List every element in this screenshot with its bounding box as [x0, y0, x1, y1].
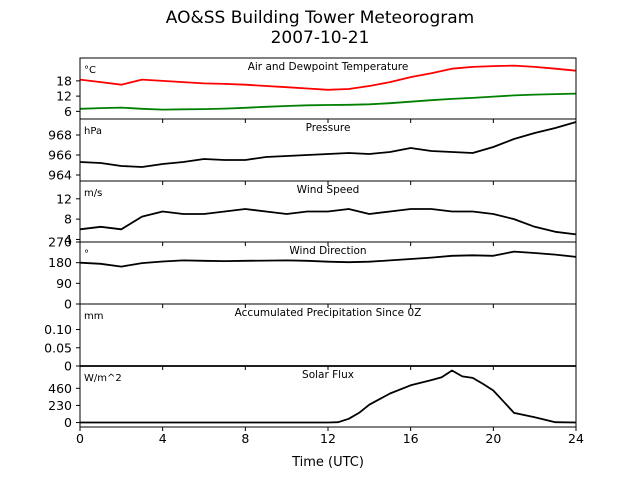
panel-3: 0 90 180 270 ° Wind Direction	[48, 235, 577, 312]
series-line-0	[80, 369, 577, 424]
x-tick-label: 24	[568, 431, 584, 446]
panel-title: Solar Flux	[302, 369, 354, 381]
unit-label: mm	[84, 311, 103, 322]
y-tick-label: 964	[48, 168, 72, 183]
y-tick-label: 0	[64, 297, 72, 312]
y-tick-label: 460	[48, 381, 72, 396]
unit-label: °C	[84, 65, 96, 76]
y-tick-label: 966	[48, 148, 72, 163]
series-line-0	[79, 64, 577, 91]
panel-title: Air and Dewpoint Temperature	[248, 61, 409, 73]
y-tick-label: 270	[48, 235, 72, 250]
unit-label: W/m^2	[84, 373, 122, 384]
panel-title: Wind Direction	[289, 245, 366, 257]
series-line-0	[79, 121, 577, 168]
y-tick-label: 12	[56, 89, 72, 104]
unit-label: hPa	[84, 126, 102, 137]
chart-date: 2007-10-21	[270, 28, 370, 48]
y-tick-label: 0.05	[44, 340, 72, 355]
panel-4: 0 0.05 0.10 mm Accumulated Precipitation Sin…	[44, 303, 577, 374]
x-tick-label: 20	[485, 431, 501, 446]
y-tick-label: 968	[48, 128, 72, 143]
series-line-1	[79, 92, 577, 111]
panel-title: Wind Speed	[297, 184, 360, 196]
x-tick-label: 0	[76, 431, 84, 446]
x-tick-label: 8	[241, 431, 249, 446]
y-tick-label: 12	[56, 191, 72, 206]
panel-2: 4 8 12 m/s Wind Speed	[56, 180, 577, 247]
unit-label: m/s	[84, 188, 102, 199]
y-tick-label: 230	[48, 398, 72, 413]
unit-label: °	[84, 249, 89, 260]
x-tick-label: 4	[159, 431, 167, 446]
panel-title: Accumulated Precipitation Since 0Z	[235, 307, 422, 319]
panel-1: 964 966 968 hPa Pressure	[48, 118, 577, 185]
y-tick-label: 8	[64, 212, 72, 227]
panel-5: 0 230 460 W/m^2 Solar Flux	[48, 365, 577, 431]
y-tick-label: 18	[56, 73, 72, 88]
y-tick-label: 180	[48, 255, 72, 270]
chart-title: AO&SS Building Tower Meteorogram	[165, 8, 475, 28]
panel-frame	[79, 365, 577, 428]
panel-title: Pressure	[306, 122, 351, 134]
y-tick-label: 90	[56, 276, 72, 291]
series-line-0	[79, 250, 577, 268]
y-tick-label: 4	[64, 232, 72, 247]
y-tick-label: 6	[64, 104, 72, 119]
y-tick-label: 0	[64, 415, 72, 430]
y-tick-label: 0	[64, 359, 72, 374]
x-tick-label: 12	[320, 431, 336, 446]
y-tick-label: 0.10	[44, 322, 72, 337]
x-axis-label: Time (UTC)	[291, 455, 364, 470]
series-line-0	[79, 208, 577, 236]
x-tick-label: 16	[403, 431, 419, 446]
